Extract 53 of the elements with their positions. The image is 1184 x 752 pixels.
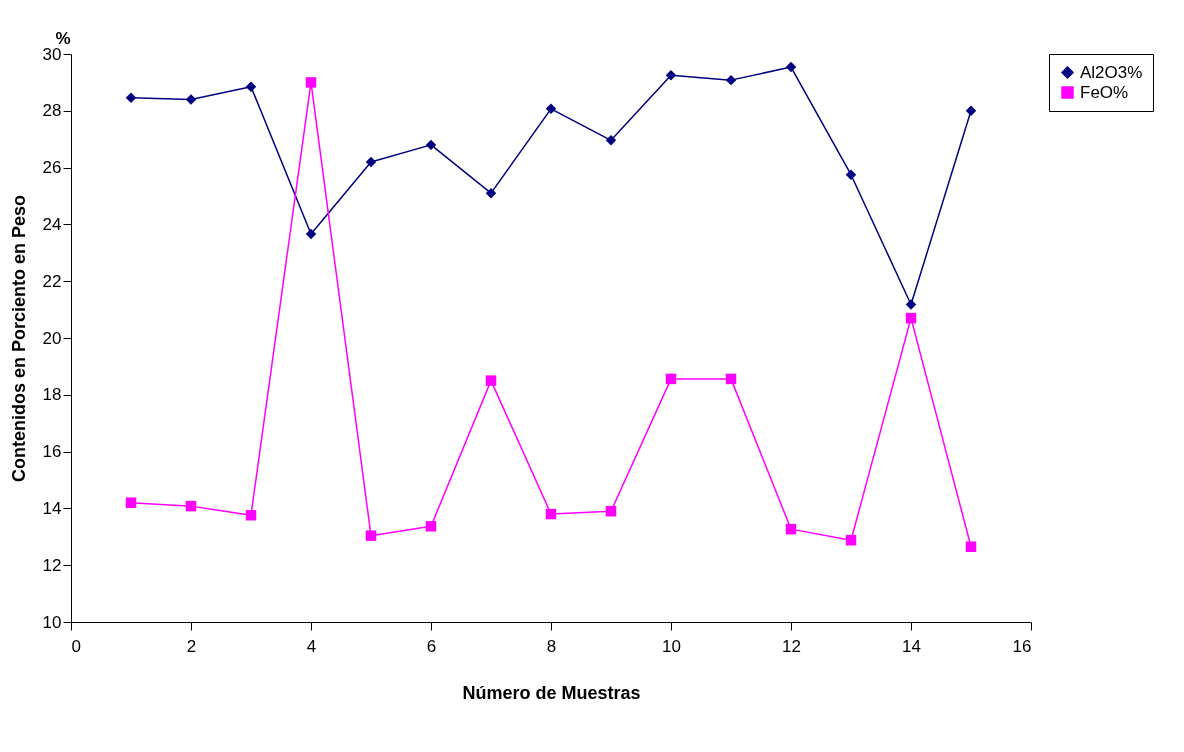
point <box>185 500 197 512</box>
y-tick-label: 14 <box>42 498 62 518</box>
y-tick-label: 28 <box>42 101 62 121</box>
x-tick-label: 10 <box>662 636 681 656</box>
point <box>485 187 497 199</box>
y-tick-label: 10 <box>42 612 62 632</box>
x-tick-label: 2 <box>186 636 197 656</box>
point <box>125 497 137 508</box>
point <box>185 94 197 105</box>
point <box>605 506 617 517</box>
point <box>305 77 317 88</box>
point <box>725 373 737 385</box>
x-tick-label: 6 <box>426 636 437 656</box>
point <box>245 81 257 92</box>
point <box>665 373 677 385</box>
point <box>845 169 857 180</box>
point <box>725 74 737 86</box>
x-tick-label: 12 <box>782 636 801 656</box>
point <box>905 312 917 324</box>
point <box>785 61 797 73</box>
x-tick-label: 16 <box>1012 636 1032 656</box>
y-tick-label: 22 <box>42 271 62 291</box>
y-tick-label: 26 <box>42 158 62 178</box>
point <box>365 156 377 168</box>
point <box>605 135 617 146</box>
y-axis-title: Contenidos en Porciento en Peso <box>8 194 29 483</box>
x-tick-label: 0 <box>71 636 81 656</box>
y-tick-label: 12 <box>42 555 62 575</box>
point <box>845 534 857 546</box>
legend-label: FeO% <box>1080 82 1129 102</box>
point <box>665 70 677 81</box>
point <box>425 139 437 151</box>
point <box>245 509 257 521</box>
point <box>965 541 977 552</box>
x-tick-label: 4 <box>306 636 317 656</box>
y-tick-label: 16 <box>42 442 62 462</box>
point <box>425 521 437 532</box>
x-axis-title: Número de Muestras <box>462 682 641 703</box>
point <box>545 103 557 115</box>
x-tick-label: 8 <box>546 636 557 656</box>
point <box>545 508 557 520</box>
point <box>485 375 497 386</box>
y-tick-label: 18 <box>42 385 62 405</box>
point <box>965 105 977 117</box>
point <box>125 92 137 103</box>
legend-label: Al2O3% <box>1080 62 1143 82</box>
point <box>305 228 317 240</box>
x-tick-label: 14 <box>902 636 921 656</box>
y-tick-label: 24 <box>42 214 62 234</box>
point <box>785 523 797 535</box>
y-tick-label: 20 <box>42 328 62 348</box>
point <box>905 299 917 310</box>
point <box>365 530 377 541</box>
